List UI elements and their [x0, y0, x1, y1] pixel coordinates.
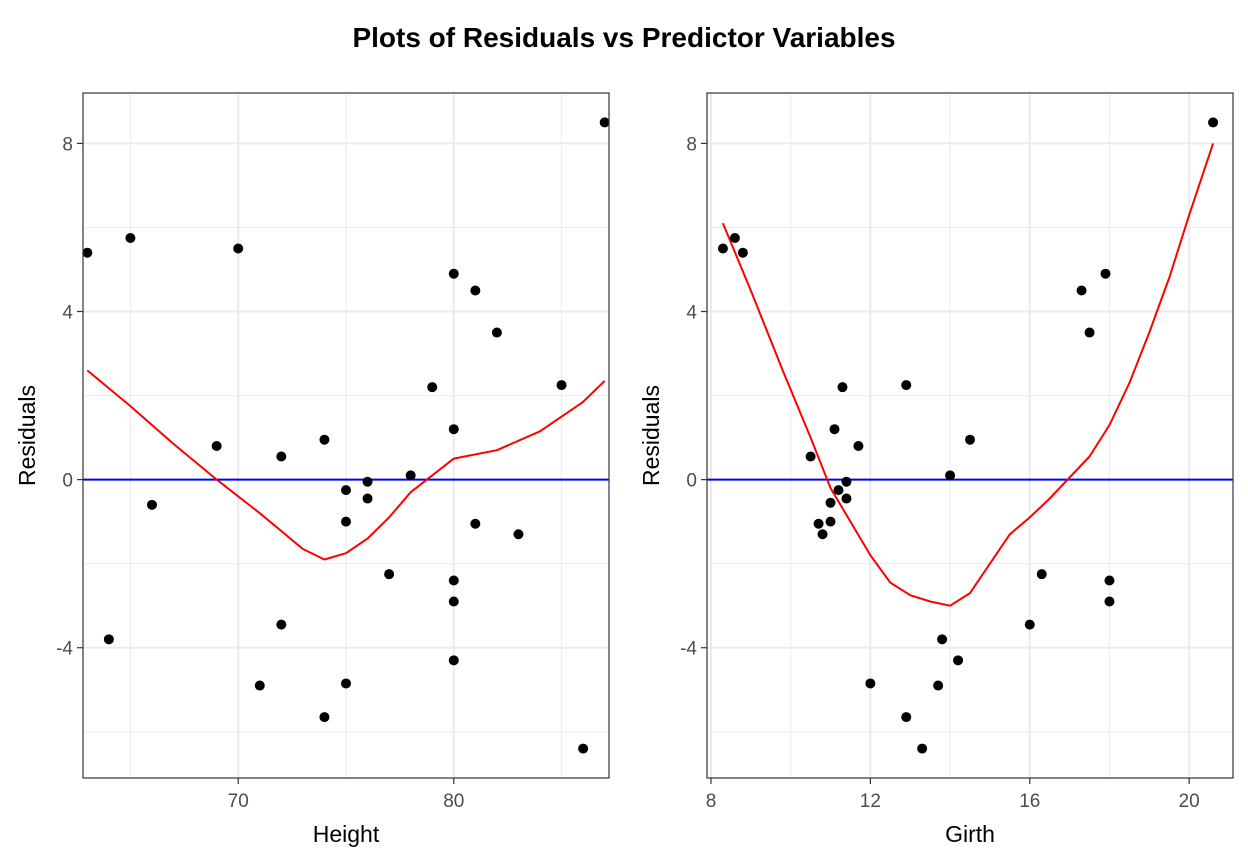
data-point	[82, 247, 93, 258]
data-point	[233, 243, 244, 254]
data-point	[853, 441, 864, 452]
panel-border	[82, 92, 610, 779]
data-point	[901, 380, 912, 391]
y-axis-label: Residuals	[14, 385, 40, 486]
data-point	[362, 476, 373, 487]
smooth-curve	[721, 143, 1215, 607]
data-point	[470, 518, 481, 529]
data-point	[805, 451, 816, 462]
data-point	[384, 569, 395, 580]
x-tick-label: 16	[1019, 791, 1040, 812]
data-point	[427, 382, 438, 393]
y-tick-label: 8	[686, 134, 697, 155]
x-tick-label: 12	[860, 791, 881, 812]
data-point	[937, 634, 948, 645]
data-point	[737, 247, 748, 258]
data-point	[491, 327, 502, 338]
data-point	[448, 268, 459, 279]
data-point	[341, 516, 351, 527]
data-point	[405, 470, 416, 481]
data-point	[933, 680, 944, 691]
smooth-curve	[86, 369, 606, 561]
data-point	[841, 476, 852, 487]
data-point	[1024, 619, 1035, 630]
data-point	[341, 678, 351, 689]
data-point	[829, 424, 840, 435]
data-point	[1084, 327, 1095, 338]
x-tick-label: 80	[443, 791, 464, 812]
data-point	[837, 382, 848, 393]
x-axis-label: Girth	[945, 821, 995, 847]
x-axis-label: Height	[313, 821, 380, 847]
y-tick-label: -4	[680, 639, 697, 660]
y-tick-label: 0	[686, 471, 697, 492]
data-point	[841, 493, 852, 504]
data-point	[448, 655, 459, 666]
y-axis-label: Residuals	[638, 385, 664, 486]
data-point	[825, 516, 836, 527]
y-tick-label: 0	[62, 471, 73, 492]
data-point	[103, 634, 114, 645]
data-point	[556, 380, 567, 391]
data-point	[901, 712, 912, 723]
data-point	[276, 619, 287, 630]
data-point	[833, 485, 844, 496]
data-point	[319, 712, 330, 723]
data-point	[813, 518, 824, 529]
data-point	[448, 596, 459, 607]
data-point	[470, 285, 481, 296]
panel-border	[706, 92, 1234, 779]
data-point	[146, 499, 157, 510]
data-point	[1100, 268, 1111, 279]
y-tick-label: 8	[62, 134, 73, 155]
data-point	[865, 678, 876, 689]
data-point	[729, 232, 740, 243]
data-point	[211, 441, 222, 452]
data-point	[717, 243, 728, 254]
data-point	[362, 493, 373, 504]
data-point	[953, 655, 964, 666]
data-point	[319, 434, 330, 445]
data-point	[341, 485, 351, 496]
data-point	[917, 743, 928, 754]
data-point	[1104, 575, 1115, 586]
data-point	[965, 434, 975, 445]
data-point	[1208, 117, 1219, 128]
data-point	[578, 743, 589, 754]
data-point	[817, 529, 828, 540]
y-tick-label: 4	[62, 303, 73, 324]
data-point	[448, 424, 459, 435]
panel-2: -4 0 4 8 8 12 16 20 Girth Residuals	[638, 92, 1234, 847]
chart-title: Plots of Residuals vs Predictor Variable…	[352, 22, 896, 53]
x-tick-label: 20	[1179, 791, 1200, 812]
data-point	[1036, 569, 1047, 580]
data-point	[825, 497, 836, 508]
data-point	[448, 575, 459, 586]
y-tick-label: 4	[686, 303, 697, 324]
data-point	[254, 680, 265, 691]
panel-1: -4 0 4 8 70 80 Height Residuals	[14, 92, 610, 847]
x-tick-label: 8	[706, 791, 717, 812]
x-tick-label: 70	[228, 791, 249, 812]
data-point	[1076, 285, 1087, 296]
data-point	[276, 451, 287, 462]
data-point	[599, 117, 610, 128]
y-tick-label: -4	[56, 639, 73, 660]
data-point	[125, 232, 136, 243]
data-point	[1104, 596, 1115, 607]
data-point	[945, 470, 956, 481]
data-point	[513, 529, 524, 540]
